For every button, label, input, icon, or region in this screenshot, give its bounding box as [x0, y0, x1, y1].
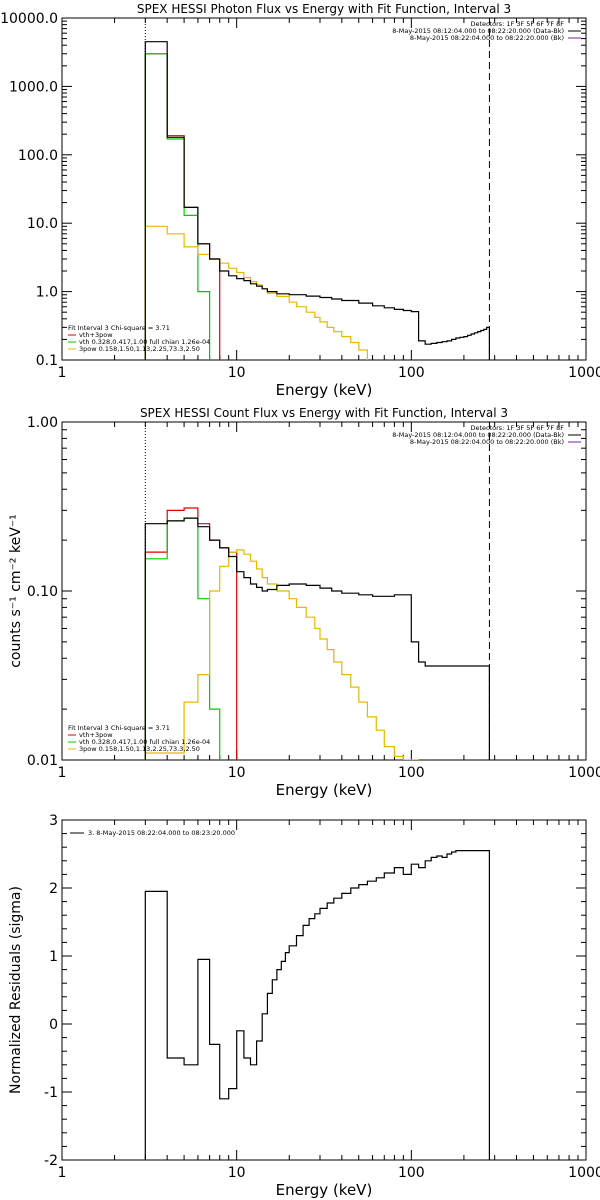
legend-text: Detectors: 1F 3F 5F 6F 7F 8F [470, 424, 564, 432]
y-tick-label: 0.1 [36, 353, 58, 369]
legend-text: 8-May-2015 08:22:04.000 to 08:22:20.000 … [410, 438, 564, 446]
x-tick-label: 100 [398, 1165, 425, 1181]
legend-text: 8-May-2015 08:12:04.000 to 08:22:20.000 … [392, 27, 564, 35]
legend-text: vth+3pow [79, 731, 113, 739]
legend-text: Detectors: 1F 3F 5F 6F 7F 8F [470, 20, 564, 28]
legend-text: 8-May-2015 08:22:04.000 to 08:22:20.000 … [410, 34, 564, 42]
y-tick-label: 1.0 [36, 285, 58, 301]
plot-frame [61, 17, 587, 361]
y-axis-label: counts s⁻¹ cm⁻² keV⁻¹ [8, 514, 24, 668]
x-tick-label: 100 [398, 765, 425, 781]
chart-title: SPEX HESSI Photon Flux vs Energy with Fi… [137, 2, 511, 16]
x-tick-label: 1000 [568, 1165, 600, 1181]
series-line-1 [144, 517, 490, 760]
chart-panel-3: 1 10 100 1000 -2 -1 0 1 2 3 Energy (keV) Normalized… [8, 813, 600, 1199]
chart-panel-2: SPEX HESSI Count Flux vs Energy with Fit… [8, 406, 600, 799]
x-axis-label: Energy (keV) [276, 1181, 373, 1199]
chart-panel-1: SPEX HESSI Photon Flux vs Energy with Fi… [0, 2, 600, 399]
y-axis-label: Normalized Residuals (sigma) [8, 886, 24, 1094]
series-line-4 [144, 549, 419, 760]
legend-text: vth 0.328,0.417,1.00 full chian 1.26e-04 [79, 738, 210, 746]
legend-text: vth 0.328,0.417,1.00 full chian 1.26e-04 [79, 338, 210, 346]
x-tick-label: 10 [228, 765, 246, 781]
series-line-2 [144, 53, 221, 360]
x-tick-label: 1000 [568, 365, 600, 381]
y-tick-label: 0.01 [27, 753, 58, 769]
legend-text: 3. 8-May-2015 08:22:04.000 to 08:23:20.0… [88, 829, 235, 837]
series-line-1 [144, 850, 490, 1160]
y-tick-label: 0.10 [27, 584, 58, 600]
x-axis-label: Energy (keV) [276, 381, 373, 399]
x-tick-label: 100 [398, 365, 425, 381]
legend-text: Fit Interval 3 Chi-square = 3.71 [68, 324, 170, 332]
x-tick-label: 10 [228, 365, 246, 381]
y-tick-label: 10.0 [27, 216, 58, 232]
chart-title: SPEX HESSI Count Flux vs Energy with Fit… [140, 406, 508, 420]
y-tick-label: 1.00 [27, 415, 58, 431]
y-tick-label: 1 [49, 949, 58, 965]
x-tick-label: 1000 [568, 765, 600, 781]
series-line-2 [144, 507, 238, 760]
x-tick-label: 1 [58, 365, 67, 381]
plot-frame [61, 819, 587, 1161]
y-tick-label: 0 [49, 1017, 58, 1033]
y-tick-label: 3 [49, 813, 58, 829]
x-axis-label: Energy (keV) [276, 781, 373, 799]
x-tick-label: 1 [58, 765, 67, 781]
series-line-1 [144, 41, 490, 360]
x-tick-label: 1 [58, 1165, 67, 1181]
y-tick-label: -1 [44, 1085, 58, 1101]
y-tick-label: 2 [49, 881, 58, 897]
legend-text: 8-May-2015 08:12:04.000 to 08:22:20.000 … [392, 431, 564, 439]
legend-text: 3pow 0.158,1.50,1.13,2.25,73.3,2.50 [79, 345, 200, 353]
legend-text: Fit Interval 3 Chi-square = 3.71 [68, 724, 170, 732]
legend-text: 3pow 0.158,1.50,1.13,2.25,73.3,2.50 [79, 745, 200, 753]
y-tick-label: 10000.0 [0, 11, 58, 27]
y-tick-label: 1000.0 [9, 79, 58, 95]
y-tick-label: 100.0 [18, 148, 58, 164]
x-tick-label: 10 [228, 1165, 246, 1181]
y-tick-label: -2 [44, 1153, 58, 1169]
legend-text: vth+3pow [79, 331, 113, 339]
series-line-3 [144, 53, 211, 360]
plot-frame [61, 421, 587, 761]
